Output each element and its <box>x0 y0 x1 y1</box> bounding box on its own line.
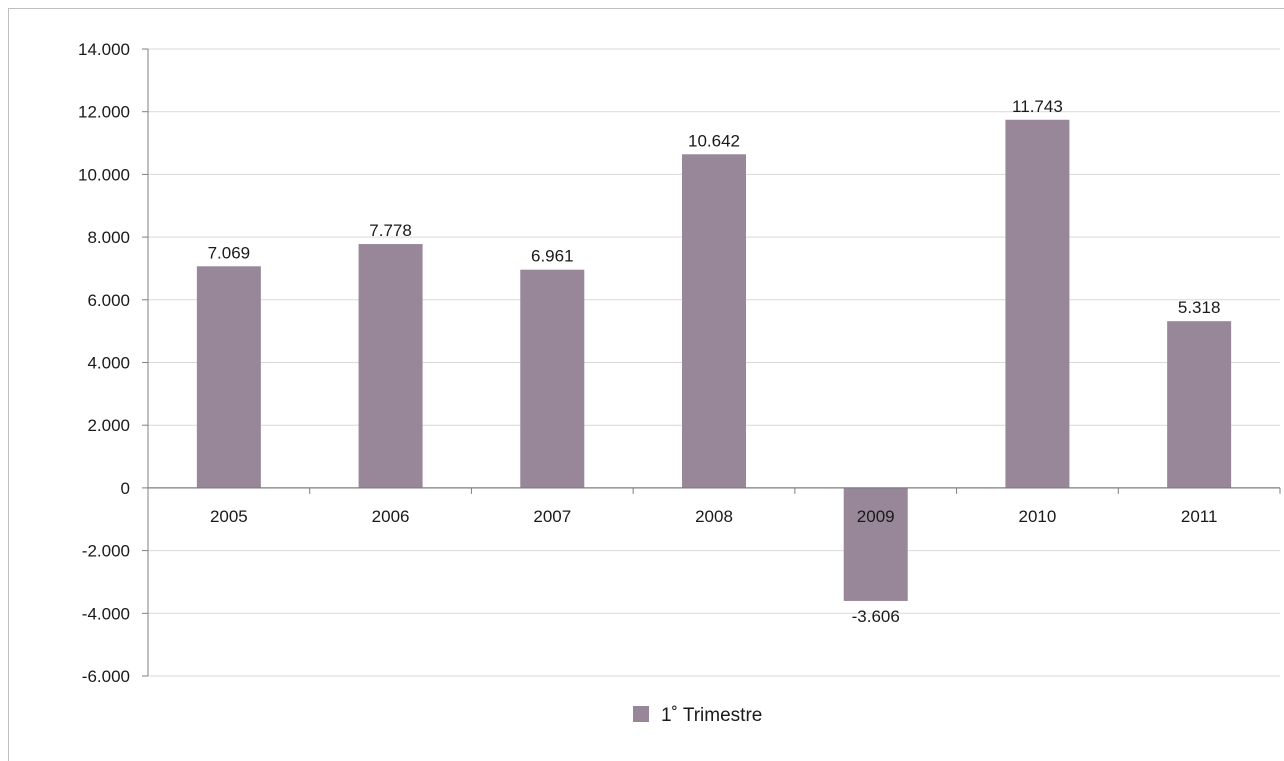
x-tick-label-2005: 2005 <box>210 507 248 526</box>
legend-swatch <box>633 706 649 722</box>
data-label-2010: 11.743 <box>1012 97 1063 116</box>
y-tick-label: 8.000 <box>87 228 130 247</box>
y-tick-label: -6.000 <box>82 667 130 686</box>
data-label-2009: -3.606 <box>852 607 900 626</box>
bar-2006 <box>358 244 423 488</box>
y-tick-label: 6.000 <box>87 291 130 310</box>
legend: 1˚ Trimestre <box>633 705 762 726</box>
axes: 14.000 12.000 10.000 8.000 6.000 4.000 2.000 0 -… <box>78 40 1281 686</box>
data-label-2008: 10.642 <box>688 131 740 150</box>
y-tick-label: 2.000 <box>87 416 130 435</box>
y-tick-label: -2.000 <box>82 542 130 561</box>
y-tick-label: 0 <box>121 479 130 498</box>
chart-frame <box>8 8 1284 761</box>
bar-2011 <box>1167 321 1232 488</box>
x-tick-label-2006: 2006 <box>372 507 410 526</box>
data-labels: 7.069 7.778 6.961 10.642 -3.606 11.743 5.318 <box>208 97 1221 626</box>
bar-2008 <box>682 154 746 488</box>
bar-2007 <box>520 269 585 488</box>
data-label-2007: 6.961 <box>531 247 574 266</box>
x-tick-label-2007: 2007 <box>533 507 571 526</box>
x-tick-label-2011: 2011 <box>1181 507 1218 526</box>
data-label-2005: 7.069 <box>208 243 251 262</box>
x-tick-label-2008: 2008 <box>695 507 733 526</box>
legend-label: 1˚ Trimestre <box>661 705 762 726</box>
y-tick-label: -4.000 <box>82 604 130 623</box>
data-label-2006: 7.778 <box>369 221 412 240</box>
bar-2009 <box>843 487 908 601</box>
y-tick-label: 12.000 <box>78 103 130 122</box>
data-label-2011: 5.318 <box>1178 298 1221 317</box>
y-tick-label: 4.000 <box>87 354 130 373</box>
x-tick-label-2009: 2009 <box>857 507 895 526</box>
y-tick-label: 14.000 <box>78 40 130 59</box>
y-tick-label: 10.000 <box>78 165 130 184</box>
bars <box>196 119 1232 601</box>
bar-2010 <box>1005 119 1070 488</box>
x-tick-label-2010: 2010 <box>1019 507 1057 526</box>
bar-2005 <box>196 266 261 488</box>
